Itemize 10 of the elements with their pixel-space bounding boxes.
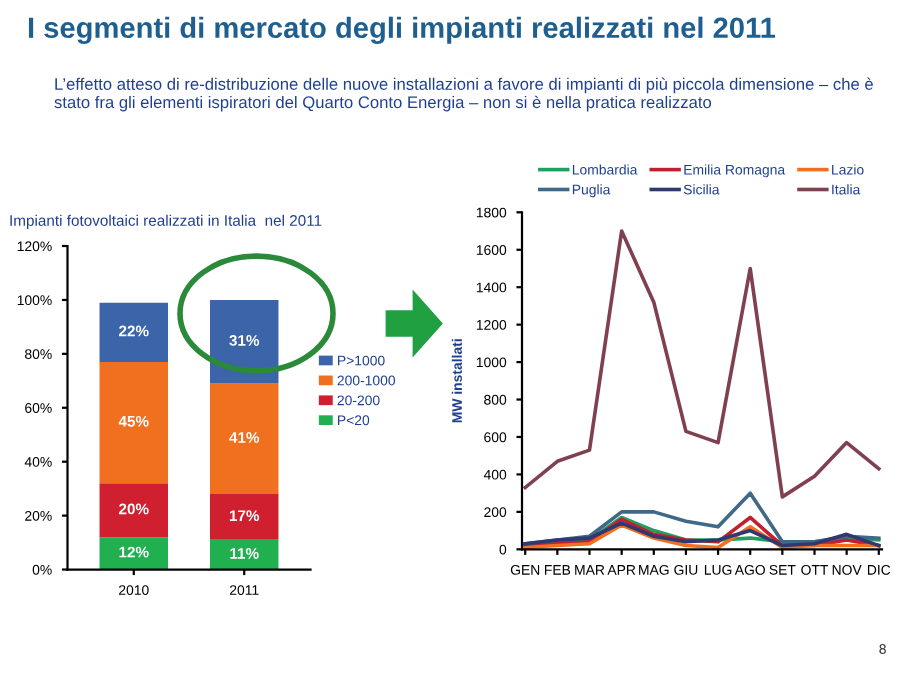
text: I segmenti di mercato degli impianti realizzati nel 2011	[28, 16, 776, 44]
text: L’effetto atteso di re-distribuzione delle nuove installazioni a favore di impianti di più piccola dimensione – che è stato fra gli elementi ispiratori del Quarto Conto Energia – non si è nella pratica realizzato	[54, 77, 873, 112]
bar	[99, 302, 169, 362]
bar	[209, 494, 279, 540]
bar	[99, 361, 169, 484]
line-series	[523, 229, 881, 499]
bar	[209, 383, 279, 495]
bar	[99, 537, 169, 570]
bar	[209, 299, 279, 384]
bar	[99, 483, 169, 538]
